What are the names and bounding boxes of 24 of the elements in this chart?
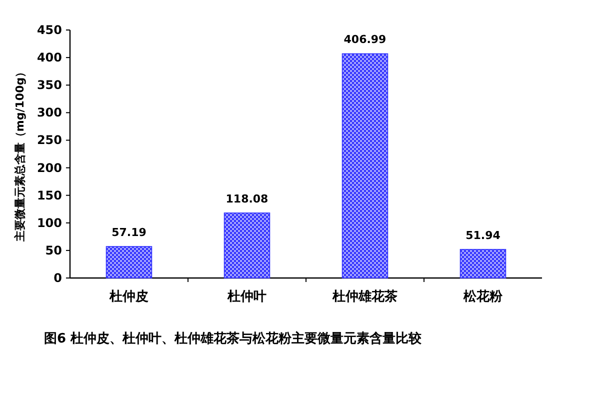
- data-label: 406.99: [344, 33, 386, 46]
- bar: [342, 53, 388, 278]
- y-tick-label: 0: [54, 271, 62, 285]
- y-axis-title: 主要微量元素总含量（mg/100g）: [14, 66, 26, 243]
- y-tick-label: 250: [36, 133, 62, 148]
- bar: [224, 212, 270, 278]
- y-tick-label: 100: [36, 216, 62, 230]
- y-tick-label: 300: [36, 106, 62, 120]
- x-tick-label: 松花粉: [462, 290, 504, 304]
- x-tick-label: 杜仲雄花茶: [332, 288, 398, 304]
- x-tick-label: 杜仲皮: [108, 290, 148, 304]
- y-tick-label: 200: [36, 160, 62, 175]
- data-label: 57.19: [112, 226, 146, 239]
- data-label: 118.08: [226, 192, 268, 206]
- y-tick-label: 150: [36, 188, 62, 202]
- bar: [106, 246, 152, 278]
- x-tick-label: 杜仲叶: [226, 290, 266, 304]
- y-tick-label: 350: [36, 78, 62, 92]
- text: 图6 杜仲皮、杜仲叶、杜仲雄花茶与松花粉主要微量元素含量比较: [44, 330, 423, 346]
- data-label: 51.94: [466, 228, 501, 242]
- y-tick-label: 400: [36, 50, 62, 65]
- bar: [460, 248, 506, 278]
- y-tick-label: 50: [45, 243, 62, 258]
- y-tick-label: 450: [36, 23, 62, 37]
